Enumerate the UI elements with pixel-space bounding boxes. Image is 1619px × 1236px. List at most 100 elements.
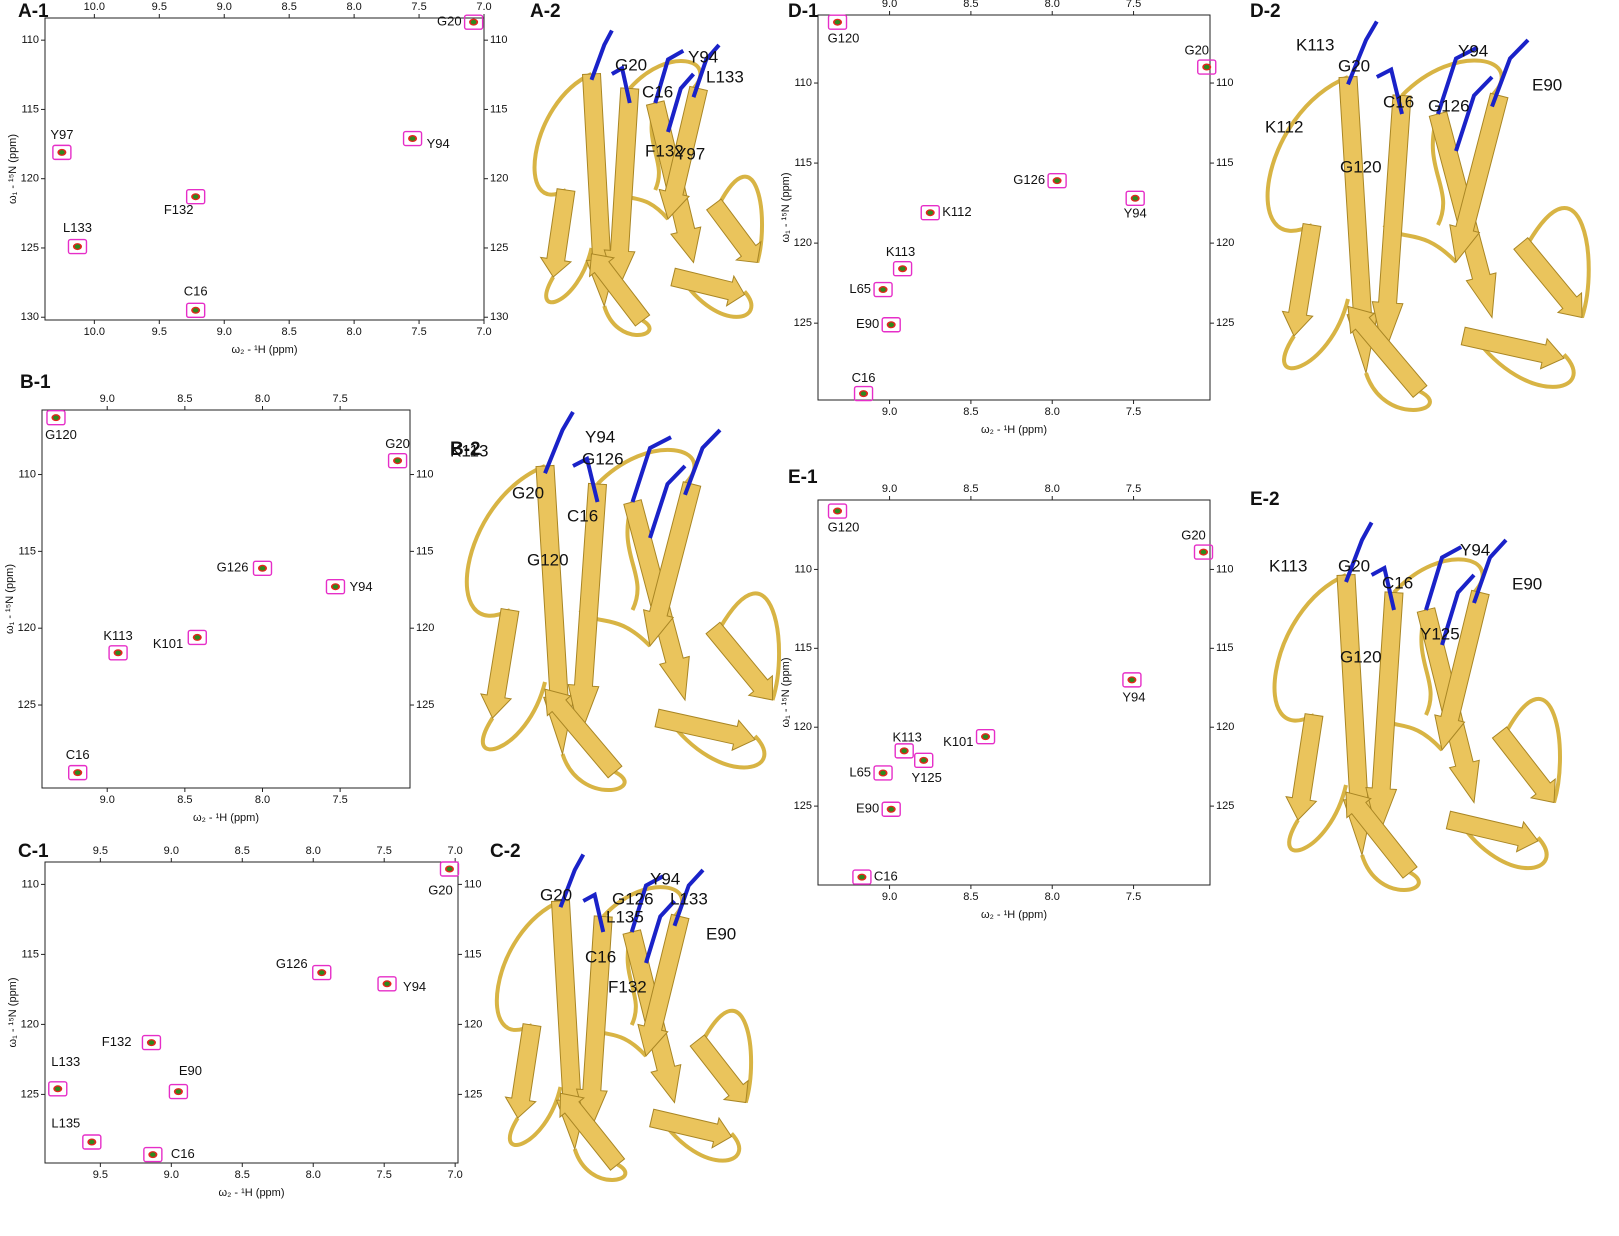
x-tick-label: 7.5 (1126, 891, 1141, 903)
x-tick-label: 10.0 (84, 1, 105, 13)
side-chain (1370, 564, 1396, 611)
residue-label: C16 (567, 506, 598, 525)
highlight-box (141, 1034, 162, 1051)
loop (701, 1008, 754, 1104)
residue-label: E90 (1532, 75, 1562, 94)
beta-strand (559, 1092, 626, 1171)
y-tick-label: 125 (18, 699, 36, 711)
y-tick-label: 125 (794, 800, 812, 812)
highlight-box (68, 764, 88, 781)
x-tick-label: 9.5 (93, 845, 108, 857)
beta-strand (1434, 589, 1490, 752)
loop (665, 716, 767, 770)
highlight-box (168, 1083, 189, 1100)
residue-label: L133 (670, 889, 708, 908)
beta-strand (1513, 237, 1583, 319)
beta-strand (539, 188, 576, 278)
highlight-box (108, 645, 128, 661)
y-tick-label: 120 (464, 1018, 482, 1030)
x-tick-label: 9.0 (217, 1, 232, 13)
peak-inner (927, 210, 934, 215)
beta-strand (504, 1023, 542, 1119)
side-chain (543, 410, 575, 474)
y-tick-label: 115 (416, 545, 434, 557)
y-tick-label: 125 (794, 317, 812, 329)
residue-label: G20 (1338, 56, 1370, 75)
x-axis-title: ω₂ - ¹H (ppm) (193, 812, 259, 824)
residue-label: G120 (527, 550, 569, 569)
residue-label: Y94 (585, 427, 615, 446)
y-tick-label: 120 (21, 173, 39, 185)
peak-label: G20 (1184, 42, 1209, 57)
peak-label: G20 (428, 882, 453, 897)
peak-inner (259, 566, 266, 571)
x-tick-label: 8.5 (177, 393, 192, 405)
x-tick-label: 9.0 (100, 794, 115, 806)
residue-label: G126 (1428, 96, 1470, 115)
x-tick-label: 7.0 (476, 326, 491, 338)
peak-inner (394, 458, 401, 463)
x-tick-label: 7.5 (1126, 406, 1141, 418)
peak-label: C16 (66, 747, 90, 762)
side-chain (1490, 38, 1530, 108)
y-axis-title: ω₁ - ¹⁵N (ppm) (7, 977, 19, 1047)
residue-label: G20 (1338, 556, 1370, 575)
x-tick-label: 8.0 (346, 326, 361, 338)
peak-label: L65 (849, 281, 871, 296)
beta-strand (654, 708, 756, 752)
side-chain (653, 49, 685, 104)
loop (1526, 206, 1591, 319)
y-tick-label: 120 (794, 237, 812, 249)
beta-strand (1445, 810, 1539, 853)
beta-strand (1491, 726, 1556, 804)
peak-inner (880, 770, 886, 776)
residue-label: Y94 (650, 869, 680, 888)
loop (1364, 372, 1432, 412)
side-chain (1436, 45, 1479, 115)
y-tick-label: 125 (416, 699, 434, 711)
x-axis-title: ω₂ - ¹H (ppm) (981, 909, 1047, 921)
loop (480, 681, 547, 752)
protein-structure (464, 410, 782, 792)
highlight-box (252, 560, 273, 576)
highlight-box (143, 1146, 163, 1163)
y-tick-label: 120 (1216, 237, 1234, 249)
peak-inner (175, 1089, 182, 1094)
residue-label: Y97 (675, 144, 705, 163)
peak-inner (318, 970, 325, 975)
panel-label: E-1 (788, 467, 818, 488)
protein-structure (532, 29, 765, 337)
panel-label: C-1 (18, 841, 49, 862)
peak-label: G20 (385, 436, 410, 451)
x-tick-label: 7.5 (332, 393, 347, 405)
peak-label: L135 (51, 1115, 80, 1130)
loop (658, 1116, 742, 1163)
y-tick-label: 110 (21, 34, 39, 46)
x-tick-label: 9.0 (164, 845, 179, 857)
y-tick-label: 115 (490, 103, 508, 115)
side-chain (1472, 538, 1508, 604)
peak-inner (888, 807, 894, 812)
beta-strand (567, 482, 608, 738)
x-tick-label: 7.5 (411, 326, 426, 338)
x-tick-label: 10.0 (84, 326, 105, 338)
plot-frame (44, 17, 485, 321)
x-tick-label: 8.5 (177, 794, 192, 806)
highlight-box (827, 503, 848, 519)
loop (1265, 75, 1349, 233)
peak-label: Y94 (427, 136, 450, 151)
side-chain (648, 464, 687, 539)
peak-label: C16 (171, 1146, 195, 1161)
loop (560, 753, 627, 792)
beta-strand (637, 913, 690, 1058)
side-chain (644, 899, 676, 964)
y-tick-label: 125 (464, 1088, 482, 1100)
peak-label: K101 (153, 636, 183, 651)
peak-label: G120 (45, 427, 77, 442)
residue-label: K113 (1269, 556, 1307, 575)
x-tick-label: 9.0 (882, 891, 897, 903)
highlight-box (894, 743, 914, 759)
side-chain (683, 428, 722, 496)
beta-strand (603, 87, 640, 293)
